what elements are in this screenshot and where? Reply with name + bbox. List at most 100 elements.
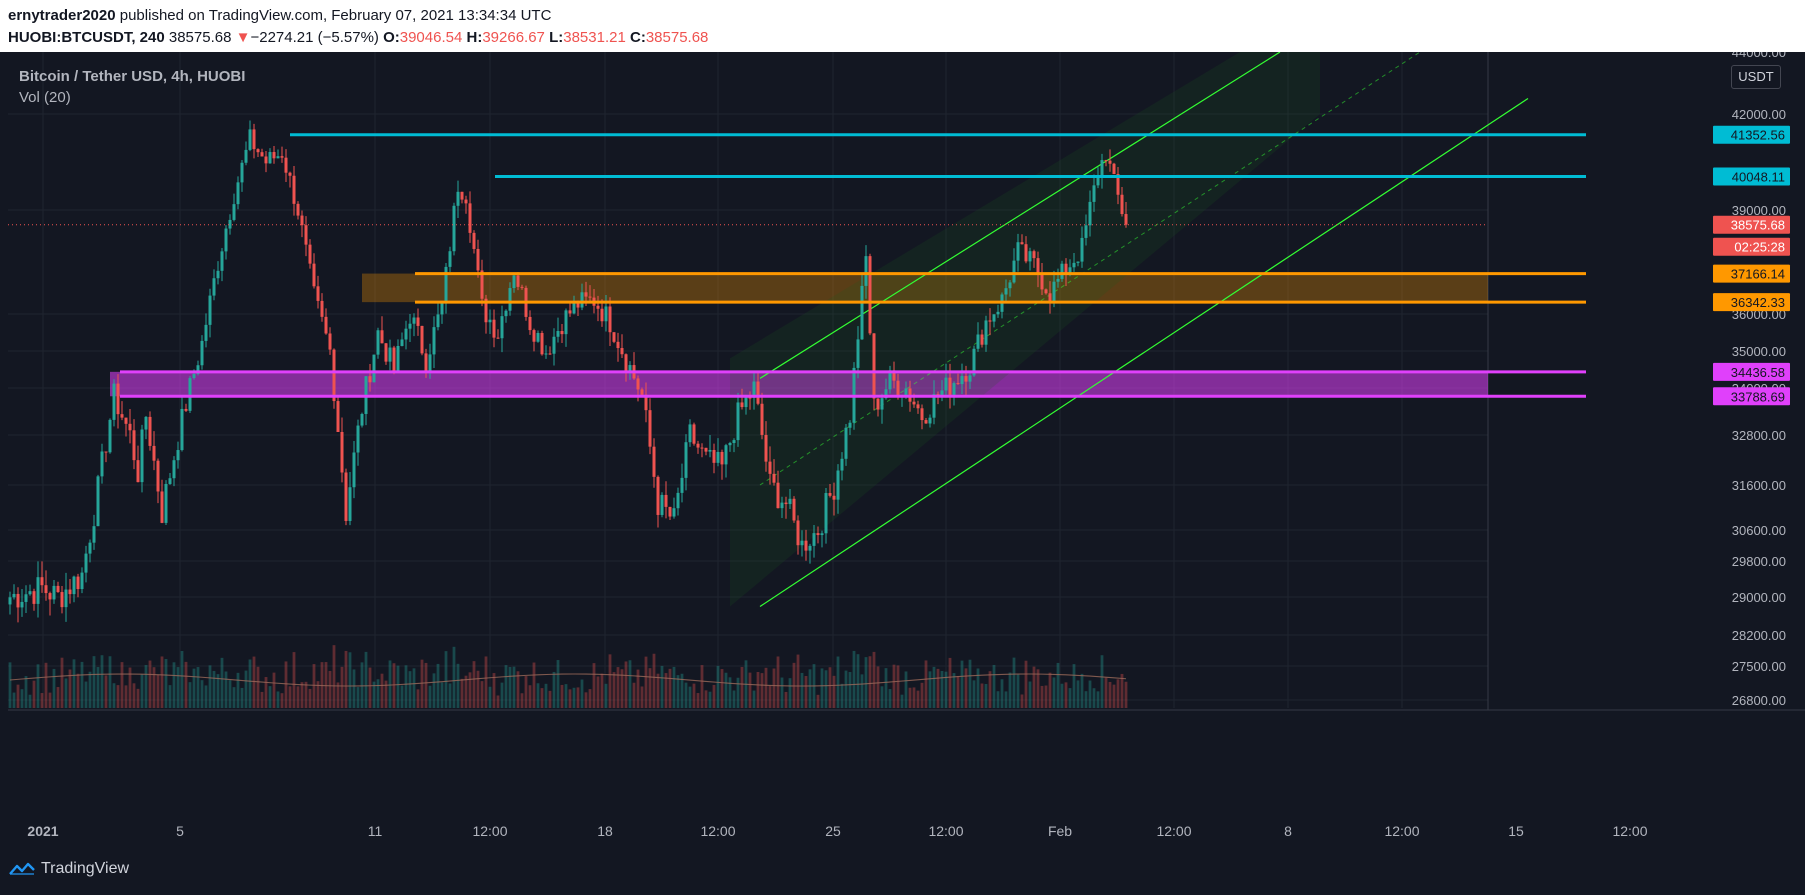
candle-body	[604, 306, 608, 322]
candle-body	[152, 445, 156, 461]
candle-body	[576, 302, 580, 308]
volume-bar	[204, 685, 208, 708]
volume-bar	[96, 667, 100, 708]
tradingview-brand[interactable]: TradingView	[9, 860, 129, 878]
time-tick-label: 25	[825, 823, 841, 839]
volume-bar	[144, 665, 148, 708]
candle-body	[24, 594, 28, 602]
volume-bar	[576, 687, 580, 708]
volume-bar	[100, 655, 104, 708]
candle-body	[132, 430, 136, 461]
volume-bar	[480, 681, 484, 708]
volume-bar	[472, 661, 476, 708]
candle-body	[816, 533, 820, 536]
time-tick-label: 15	[1508, 823, 1524, 839]
low-label: L:	[549, 29, 564, 46]
candle-body	[284, 157, 288, 173]
support-zones	[110, 273, 1488, 397]
candle-body	[676, 492, 680, 509]
volume-bar	[40, 693, 44, 708]
time-tick-label: 12:00	[472, 823, 507, 839]
volume-bar	[716, 665, 720, 708]
volume-bar	[468, 672, 472, 708]
volume-bar	[356, 687, 360, 708]
volume-bar	[572, 687, 576, 708]
candle-body	[972, 348, 976, 376]
candle-body	[520, 286, 524, 288]
volume-bar	[564, 684, 568, 708]
candle-body	[236, 182, 240, 205]
candle-body	[1004, 288, 1008, 295]
volume-bar	[652, 653, 656, 708]
level-price-tag: 37166.14	[1731, 267, 1785, 282]
volume-bar	[1008, 672, 1012, 708]
candle-body	[1068, 267, 1072, 275]
time-tick-label: 18	[597, 823, 613, 839]
volume-bar	[732, 690, 736, 708]
volume-bar	[584, 692, 588, 708]
volume-bar	[180, 650, 184, 708]
volume-bar	[1056, 662, 1060, 708]
candle-body	[920, 408, 924, 421]
volume-bar	[184, 661, 188, 708]
candle-body	[1020, 242, 1024, 245]
volume-bar	[1040, 685, 1044, 708]
channel-lower-line	[759, 97, 1529, 608]
candle-body	[116, 383, 120, 415]
symbol-label: HUOBI:BTCUSDT, 240	[8, 29, 165, 46]
volume-bar	[856, 654, 860, 708]
candle-body	[196, 365, 200, 374]
volume-bar	[1024, 660, 1028, 708]
volume-bar	[200, 680, 204, 708]
candle-body	[32, 591, 36, 604]
candle-body	[552, 336, 556, 354]
volume-bar	[920, 682, 924, 708]
volume-bar	[68, 669, 72, 708]
volume-bar	[708, 691, 712, 708]
volume-bar	[1092, 688, 1096, 708]
volume-bar	[844, 670, 848, 708]
volume-bar	[1100, 655, 1104, 708]
volume-bar	[448, 683, 452, 708]
candle-body	[12, 593, 16, 598]
candle-body	[20, 601, 24, 608]
candle-body	[976, 334, 980, 349]
currency-unit-button[interactable]: USDT	[1731, 65, 1781, 89]
candle-body	[780, 502, 784, 509]
candle-body	[40, 577, 44, 586]
volume-bar	[552, 671, 556, 708]
time-tick-label: Feb	[1048, 823, 1072, 839]
candle-body	[140, 429, 144, 483]
volume-bar	[220, 657, 224, 708]
candle-body	[68, 589, 72, 595]
volume-bar	[872, 651, 876, 708]
price-chart[interactable]: 44000.0042000.0039000.0036000.0035000.00…	[0, 52, 1805, 895]
candle-body	[1092, 185, 1096, 202]
low-value: 38531.21	[563, 29, 626, 46]
candle-body	[528, 316, 532, 331]
candle-body	[248, 129, 252, 150]
candle-body	[296, 203, 300, 216]
volume-bar	[292, 652, 296, 708]
candle-body	[848, 422, 852, 428]
volume-bar	[16, 684, 20, 708]
candle-body	[888, 370, 892, 390]
candle-body	[960, 376, 964, 385]
candle-body	[588, 296, 592, 298]
volume-bar	[164, 659, 168, 708]
candle-body	[768, 461, 772, 474]
candle-body	[48, 593, 52, 600]
candle-body	[84, 553, 88, 573]
volume-bar	[504, 665, 508, 708]
candle-body	[396, 345, 400, 371]
volume-bar	[484, 656, 488, 708]
author-name[interactable]: ernytrader2020	[8, 7, 116, 24]
candle-body	[716, 451, 720, 463]
published-text: published on TradingView.com, February 0…	[119, 7, 552, 24]
candle-body	[44, 585, 48, 594]
candle-body	[668, 506, 672, 517]
candle-body	[332, 349, 336, 402]
volume-bar	[724, 672, 728, 708]
close-label: C:	[630, 29, 646, 46]
volume-bar	[412, 668, 416, 708]
